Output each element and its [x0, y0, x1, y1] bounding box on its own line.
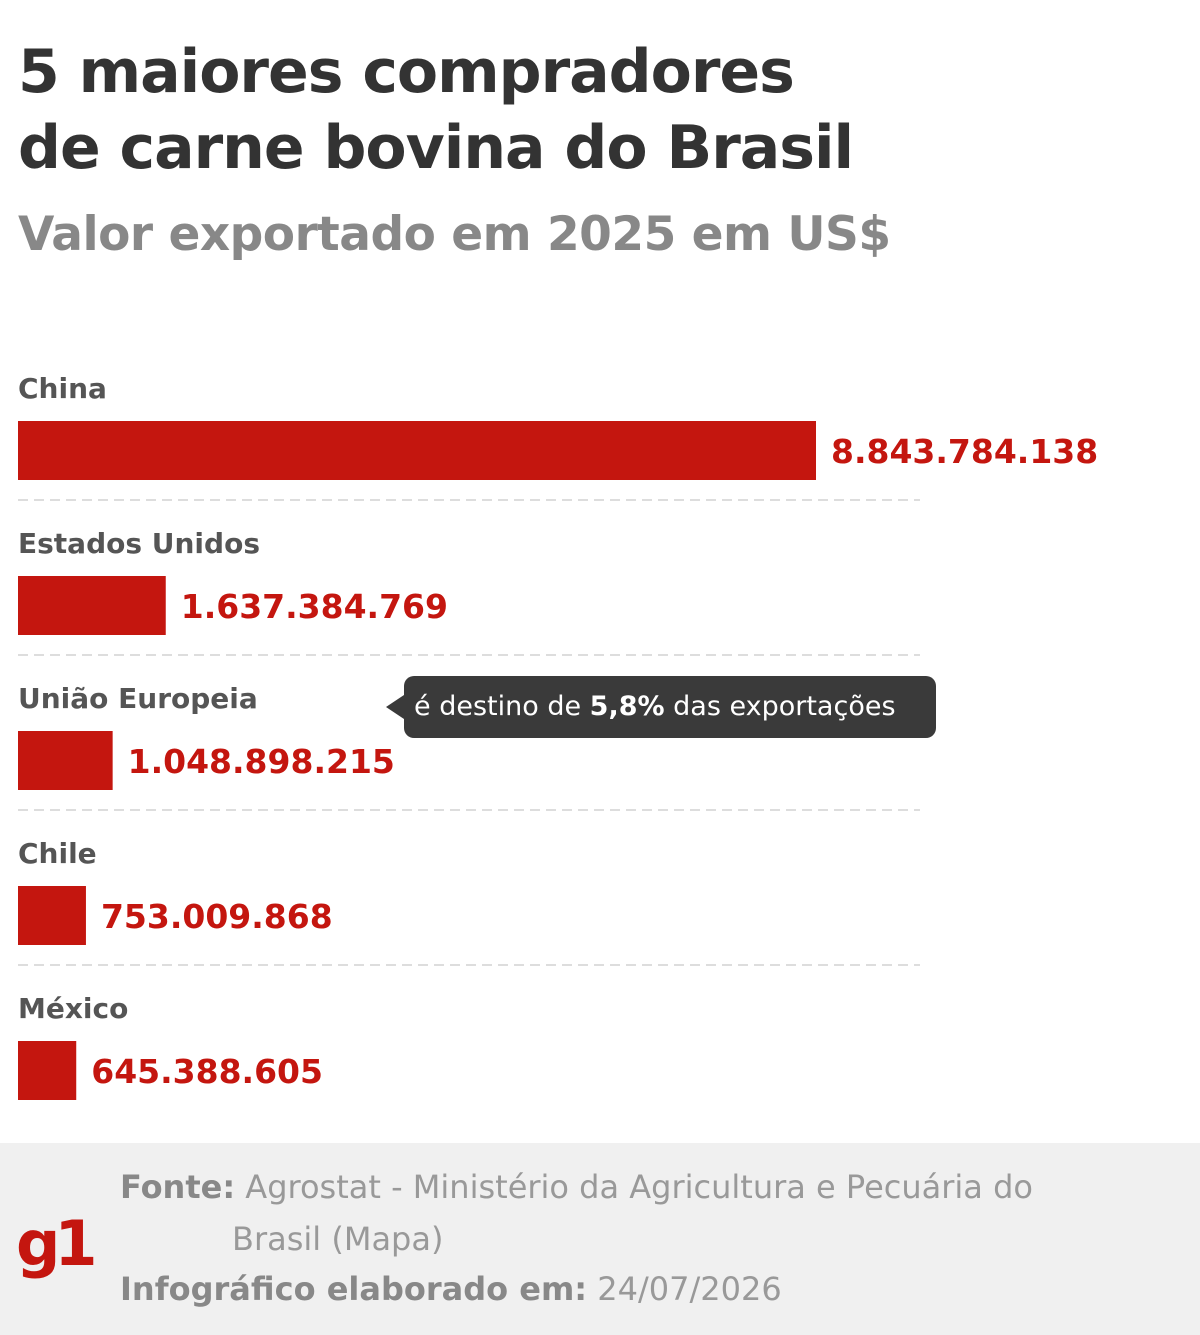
value-label: 1.637.384.769: [181, 587, 448, 626]
bar-chart: China 8.843.784.138 Estados Unidos 1.637.38…: [18, 372, 1098, 1100]
source-text-2: Brasil (Mapa): [232, 1220, 444, 1258]
footer: g1 Fonte: Agrostat - Ministério da Agric…: [0, 1143, 1200, 1335]
date-line: Infográfico elaborado em: 24/07/2026: [120, 1267, 782, 1311]
bar: [18, 886, 86, 945]
value-label: 8.843.784.138: [831, 432, 1098, 471]
value-label: 753.009.868: [101, 897, 333, 936]
source-label: Fonte:: [120, 1168, 236, 1206]
category-label: China: [18, 372, 107, 405]
category-label: União Europeia: [18, 682, 258, 715]
source-line-1: Fonte: Agrostat - Ministério da Agricult…: [120, 1165, 1033, 1209]
category-label: Chile: [18, 837, 97, 870]
bar: [18, 731, 113, 790]
category-label: México: [18, 992, 128, 1025]
title-line-2: de carne bovina do Brasil: [18, 113, 854, 183]
category-label: Estados Unidos: [18, 527, 260, 560]
source-text-1: Agrostat - Ministério da Agricultura e P…: [245, 1168, 1033, 1206]
svg-text:g1: g1: [16, 1207, 93, 1280]
bar: [18, 421, 816, 480]
title-line-1: 5 maiores compradores: [18, 37, 795, 107]
bar: [18, 576, 166, 635]
bar: [18, 1041, 77, 1100]
date-label: Infográfico elaborado em:: [120, 1270, 588, 1308]
value-label: 1.048.898.215: [128, 742, 395, 781]
annotation-callout: é destino de 5,8% das exportações: [386, 676, 936, 738]
chart-subtitle: Valor exportado em 2025 em US$: [18, 207, 891, 262]
annotation-text-after: das exportações: [664, 691, 896, 722]
g1-logo: g1: [16, 1207, 96, 1280]
value-label: 645.388.605: [91, 1052, 323, 1091]
annotation-text-before: é destino de: [414, 691, 590, 722]
date-value: 24/07/2026: [597, 1270, 782, 1308]
chart-title: 5 maiores compradores de carne bovina do…: [18, 34, 1018, 186]
annotation-percent: 5,8%: [589, 691, 665, 722]
